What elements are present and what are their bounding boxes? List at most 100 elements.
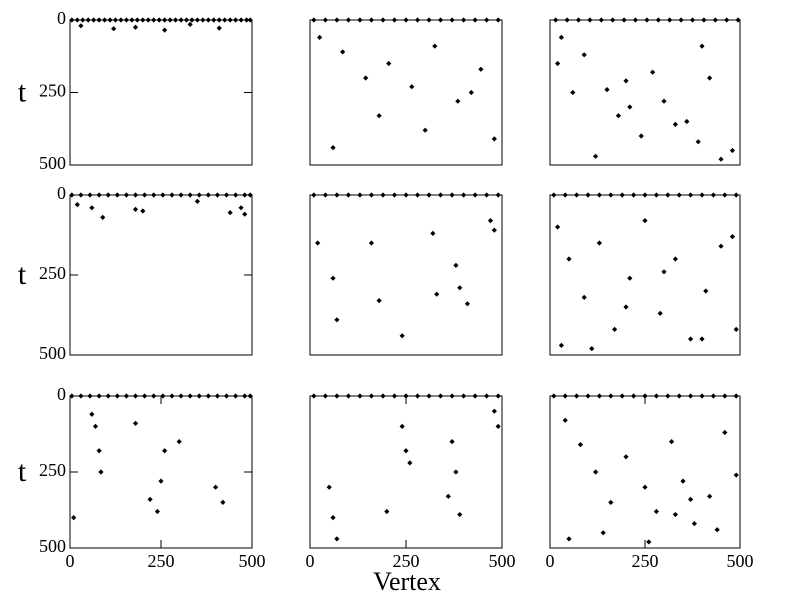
point (96, 448, 102, 454)
point (612, 326, 618, 332)
point (581, 52, 587, 58)
point (123, 393, 130, 399)
point (722, 393, 728, 399)
point (722, 192, 728, 198)
point (642, 484, 648, 490)
point (311, 393, 317, 399)
y-tick-label: 0 (57, 8, 66, 28)
point (491, 408, 497, 414)
point (151, 17, 157, 23)
point (317, 34, 323, 40)
point (162, 27, 168, 33)
point (449, 192, 455, 198)
point (566, 256, 572, 262)
point (399, 333, 405, 339)
point (619, 393, 625, 399)
point (167, 17, 173, 23)
point (661, 269, 667, 275)
point (357, 17, 363, 23)
point (187, 21, 193, 27)
point (189, 17, 195, 23)
point (657, 310, 663, 316)
point (733, 472, 739, 478)
point (684, 118, 690, 125)
point (330, 275, 336, 281)
point (414, 192, 421, 198)
point (422, 127, 428, 133)
point (205, 393, 211, 399)
point (151, 393, 157, 399)
point (322, 192, 328, 198)
point (160, 393, 166, 399)
point (105, 192, 111, 198)
point (714, 527, 720, 533)
point (216, 25, 222, 31)
point (585, 393, 591, 399)
point (69, 17, 75, 23)
point (380, 192, 386, 198)
point (145, 17, 151, 23)
point (437, 192, 444, 198)
x-tick-label: 500 (489, 551, 516, 571)
point (213, 484, 219, 490)
point (678, 17, 684, 23)
point (403, 192, 409, 198)
x-tick-label: 500 (239, 551, 266, 571)
panel-frame (309, 194, 503, 356)
point (434, 291, 440, 297)
point (196, 393, 202, 399)
point (162, 448, 168, 454)
point (69, 192, 75, 198)
point (74, 17, 80, 23)
point (205, 17, 211, 23)
panel-frame (69, 19, 253, 166)
point (461, 393, 467, 399)
point (384, 508, 390, 515)
point (123, 192, 130, 198)
point (242, 211, 248, 217)
point (593, 153, 599, 159)
y-tick-label: 250 (39, 81, 66, 101)
point (553, 17, 559, 23)
point (464, 301, 471, 307)
point (96, 393, 102, 399)
y-tick-label: 500 (39, 343, 66, 363)
point (570, 89, 576, 96)
point (688, 192, 694, 198)
point (211, 17, 217, 23)
point (368, 192, 375, 198)
point (386, 60, 392, 67)
point (98, 469, 104, 475)
point (627, 275, 633, 281)
point (100, 214, 106, 220)
point (340, 49, 346, 55)
point (114, 393, 120, 399)
point (484, 17, 490, 23)
point (688, 496, 694, 502)
y-tick-label: 250 (39, 460, 66, 480)
point (322, 17, 328, 23)
point (632, 17, 639, 23)
point (718, 156, 724, 162)
point (566, 536, 572, 542)
point (445, 493, 451, 499)
point (575, 17, 582, 23)
point (227, 210, 233, 216)
point (118, 17, 124, 23)
point (653, 192, 659, 198)
point (214, 393, 221, 399)
point (581, 294, 587, 300)
point (222, 17, 228, 23)
point (334, 317, 340, 323)
point (449, 393, 455, 399)
point (689, 17, 696, 23)
point (403, 393, 409, 399)
point (330, 515, 336, 521)
point (724, 17, 730, 23)
point (132, 206, 139, 212)
point (123, 17, 130, 23)
point (89, 411, 95, 417)
point (495, 192, 501, 198)
y-tick-label: 500 (39, 536, 66, 556)
point (187, 192, 193, 198)
